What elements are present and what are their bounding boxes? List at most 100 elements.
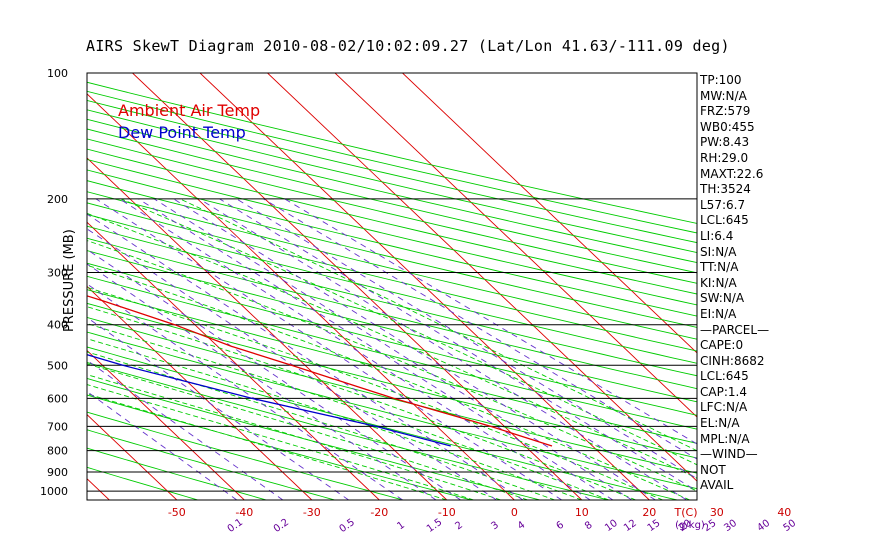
bottom-temp-tick-label: 20: [642, 506, 656, 519]
mixing-ratio-label: 0.2: [272, 517, 291, 535]
pressure-tick-label: 500: [47, 359, 68, 372]
dry-adiabat-line: [87, 447, 267, 500]
mixing-ratio-label: 15: [646, 518, 663, 534]
mixing-ratio-line: [87, 263, 437, 500]
dry-adiabat-line: [87, 346, 678, 500]
dry-adiabat-line: [87, 394, 472, 500]
dry-adiabat-line: [87, 158, 697, 306]
index-item: CAPE:0: [700, 338, 744, 353]
index-item: LCL:645: [700, 213, 749, 228]
pressure-tick-label: 700: [47, 420, 68, 433]
bottom-temp-tick-label: -10: [438, 506, 456, 519]
mixing-ratio-line: [263, 198, 697, 460]
dry-adiabat-line: [87, 250, 697, 403]
dry-adiabat-line: [87, 202, 697, 352]
dry-adiabat-line: [87, 302, 697, 459]
index-item: —PARCEL—: [700, 322, 770, 337]
mixing-ratio-line: [219, 198, 697, 492]
index-item: TH:3524: [700, 182, 751, 197]
mixing-ratio-label: 0.5: [338, 517, 357, 535]
mixing-ratio-line: [87, 228, 497, 500]
index-item: PW:8.43: [700, 135, 750, 150]
dry-adiabat-line: [87, 109, 697, 253]
dry-adiabat-line: [87, 169, 697, 317]
index-item: LFC:N/A: [700, 400, 748, 415]
index-item: CAP:1.4: [700, 384, 747, 399]
moist-adiabat-line: [87, 393, 447, 500]
bottom-temp-tick-label: -20: [370, 506, 388, 519]
index-item: TP:100: [700, 73, 742, 87]
pressure-tick-label: 600: [47, 392, 68, 405]
mixing-ratio-label: 8: [583, 520, 595, 533]
dry-adiabat-line: [87, 289, 697, 444]
dry-adiabat-line: [87, 138, 697, 284]
mixing-ratio-label: 2: [453, 520, 465, 533]
isotherm-line: [199, 73, 650, 500]
mixing-ratio-label: 10: [603, 518, 620, 534]
isotherm-line: [334, 73, 697, 418]
isotherm-line: [87, 478, 110, 500]
pressure-tick-label: 900: [47, 466, 68, 479]
dry-adiabat-line: [87, 237, 697, 390]
index-item: CINH:8682: [700, 353, 765, 368]
dry-adiabat-line: [87, 213, 697, 364]
index-item: MW:N/A: [700, 88, 747, 103]
dry-adiabat-line: [87, 148, 697, 295]
mixing-ratio-label: 4: [516, 520, 528, 533]
moist-adiabat-line: [87, 384, 474, 500]
isotherm-line: [87, 414, 178, 500]
mixing-ratio-label: 1: [395, 520, 407, 533]
moist-adiabat-lines: [87, 198, 697, 500]
dry-adiabat-line: [87, 128, 697, 274]
isotherm-line: [0, 73, 42, 500]
moist-adiabat-line: [87, 363, 528, 500]
index-item: EL:N/A: [700, 416, 740, 431]
mixing-ratio-label: 40: [755, 518, 772, 534]
index-item: —WIND—: [700, 447, 758, 462]
temp-unit-label: T(C): [674, 506, 698, 519]
moist-adiabat-line: [87, 351, 555, 500]
index-item: FRZ:579: [700, 104, 751, 119]
pressure-tick-label: 100: [47, 67, 68, 80]
bottom-temp-tick-label: -30: [303, 506, 321, 519]
bottom-temp-tick-label: 10: [575, 506, 589, 519]
mixing-ratio-line: [199, 198, 687, 500]
moist-adiabat-line: [87, 374, 501, 500]
mixing-ratio-line: [119, 198, 591, 500]
mixing-unit-label: (g/kg): [675, 520, 705, 531]
index-item: LCL:645: [700, 369, 749, 384]
dry-adiabat-line: [87, 429, 336, 500]
bottom-temp-tick-label: -50: [168, 506, 186, 519]
mixing-ratio-line: [87, 283, 403, 500]
pressure-tick-label: 1000: [40, 485, 68, 498]
dry-adiabat-line: [87, 180, 697, 328]
index-item: NOT: [700, 462, 726, 477]
air-temp-profile-line: [87, 295, 553, 447]
axes-frame: [86, 72, 698, 501]
moist-adiabat-line: [87, 212, 697, 479]
index-item: KI:N/A: [700, 275, 737, 290]
index-item: AVAIL: [700, 478, 734, 493]
moist-adiabat-line: [87, 286, 663, 500]
dry-adiabat-line: [87, 411, 404, 500]
bottom-temp-tick-label: 0: [511, 506, 518, 519]
moist-adiabat-line: [87, 240, 697, 492]
mixing-ratio-label: 3: [489, 520, 501, 533]
mixing-ratio-line: [236, 198, 697, 480]
index-item: L57:6.7: [700, 197, 746, 212]
moist-adiabat-line: [87, 264, 690, 500]
moist-adiabat-line: [87, 323, 609, 500]
isotherm-line: [132, 73, 583, 500]
dry-adiabat-line: [87, 362, 609, 500]
mixing-ratio-label: 30: [722, 518, 739, 534]
mixing-ratio-line: [95, 198, 562, 500]
index-item: LI:6.4: [700, 228, 734, 243]
moist-adiabat-line: [87, 338, 582, 500]
legend-dew-point: Dew Point Temp: [118, 123, 246, 142]
stability-indices-panel: TP:100 MW:N/A FRZ:579 WB0:455 PW:8.43 RH:29.0…: [700, 73, 810, 494]
index-item: WB0:455: [700, 119, 755, 134]
index-item: MAXT:22.6: [700, 166, 764, 181]
bottom-temp-tick-label: 40: [777, 506, 791, 519]
bottom-temp-tick-label: -40: [235, 506, 253, 519]
